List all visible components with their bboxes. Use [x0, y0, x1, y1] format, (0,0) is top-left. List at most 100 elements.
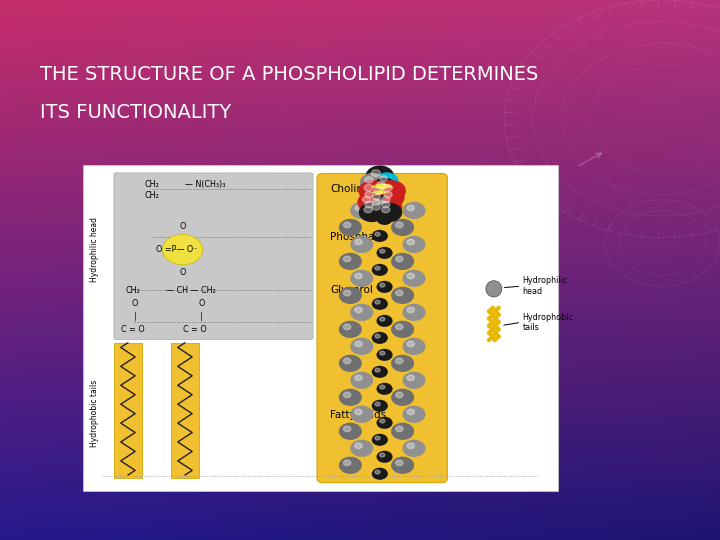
Circle shape [407, 443, 415, 449]
Text: Hydrophilic head: Hydrophilic head [90, 217, 99, 282]
Circle shape [377, 315, 392, 327]
Circle shape [343, 222, 351, 228]
Circle shape [407, 205, 415, 211]
Circle shape [391, 355, 414, 372]
Ellipse shape [486, 281, 502, 297]
Circle shape [396, 358, 403, 363]
Circle shape [396, 460, 403, 465]
Circle shape [362, 197, 371, 202]
Circle shape [350, 202, 373, 219]
Circle shape [360, 173, 386, 192]
Circle shape [343, 392, 351, 397]
Circle shape [379, 187, 405, 207]
Circle shape [360, 198, 386, 217]
Circle shape [402, 270, 426, 287]
Circle shape [402, 440, 426, 457]
Circle shape [407, 341, 415, 347]
Circle shape [350, 406, 373, 423]
Circle shape [396, 392, 403, 397]
Circle shape [360, 187, 386, 207]
Circle shape [380, 176, 387, 181]
Circle shape [396, 426, 403, 431]
Circle shape [343, 460, 351, 465]
Circle shape [365, 192, 373, 198]
Circle shape [383, 185, 392, 191]
Circle shape [339, 219, 362, 236]
Circle shape [355, 443, 362, 449]
Text: C = O: C = O [183, 325, 207, 334]
Circle shape [355, 239, 362, 245]
Circle shape [355, 375, 362, 381]
Circle shape [343, 358, 351, 363]
Text: O: O [199, 299, 204, 308]
Circle shape [379, 351, 385, 355]
Text: C = O: C = O [121, 325, 145, 334]
Circle shape [350, 303, 373, 321]
FancyBboxPatch shape [171, 343, 199, 478]
FancyBboxPatch shape [114, 343, 143, 478]
FancyBboxPatch shape [114, 173, 313, 340]
Circle shape [339, 321, 362, 338]
Circle shape [377, 213, 392, 225]
Circle shape [379, 385, 385, 389]
Text: Hydrophobic tails: Hydrophobic tails [90, 380, 99, 447]
Circle shape [364, 207, 372, 213]
Circle shape [355, 409, 362, 415]
Circle shape [368, 184, 397, 205]
Circle shape [350, 440, 373, 457]
Circle shape [391, 457, 414, 474]
Circle shape [343, 324, 351, 330]
Circle shape [372, 366, 388, 378]
Circle shape [391, 253, 414, 270]
Circle shape [402, 372, 426, 389]
Text: O: O [179, 222, 186, 231]
Circle shape [350, 236, 373, 253]
Circle shape [402, 303, 426, 321]
Text: |: | [200, 312, 203, 321]
Text: O =P— O⁻: O =P— O⁻ [156, 245, 198, 254]
Circle shape [372, 178, 397, 197]
Text: CH₂: CH₂ [144, 191, 159, 200]
Text: Choline: Choline [330, 184, 369, 194]
Circle shape [391, 219, 414, 236]
Circle shape [407, 239, 415, 245]
Circle shape [372, 199, 380, 205]
Circle shape [377, 180, 406, 201]
Circle shape [377, 198, 402, 217]
Circle shape [407, 375, 415, 381]
Circle shape [375, 232, 380, 236]
Circle shape [357, 193, 383, 212]
Circle shape [402, 406, 426, 423]
Circle shape [350, 270, 373, 287]
Text: CH₂: CH₂ [144, 180, 159, 190]
Circle shape [377, 202, 402, 222]
Circle shape [382, 197, 390, 202]
Circle shape [379, 419, 385, 423]
Circle shape [339, 287, 362, 304]
Circle shape [402, 236, 426, 253]
Circle shape [364, 185, 373, 191]
Circle shape [350, 372, 373, 389]
Circle shape [407, 307, 415, 313]
Circle shape [365, 201, 373, 207]
Circle shape [375, 470, 380, 474]
Circle shape [384, 192, 392, 198]
Circle shape [396, 324, 403, 330]
Circle shape [396, 290, 403, 296]
Circle shape [391, 389, 414, 406]
Circle shape [375, 402, 380, 406]
Circle shape [377, 417, 392, 429]
Circle shape [375, 436, 380, 440]
Circle shape [359, 202, 384, 222]
Circle shape [379, 284, 385, 287]
Circle shape [372, 332, 388, 344]
Circle shape [379, 249, 385, 253]
Circle shape [355, 341, 362, 347]
Circle shape [396, 256, 403, 262]
Text: — N(CH₃)₃: — N(CH₃)₃ [185, 180, 225, 190]
Circle shape [407, 409, 415, 415]
Circle shape [372, 194, 380, 200]
Circle shape [372, 434, 388, 446]
FancyBboxPatch shape [317, 173, 447, 483]
Circle shape [382, 207, 390, 213]
